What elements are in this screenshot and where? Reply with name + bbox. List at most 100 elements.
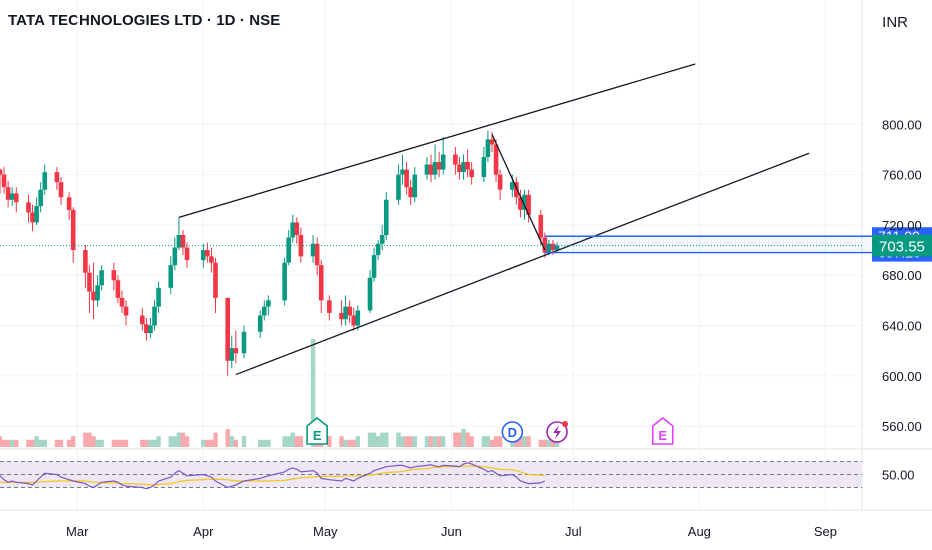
volume-bar <box>489 439 495 447</box>
candle-body <box>115 280 121 298</box>
candle-body <box>424 164 430 175</box>
candle-body <box>26 202 31 213</box>
dividend-marker-icon <box>501 421 524 443</box>
candle-body <box>123 306 129 316</box>
volume-bar <box>5 439 11 447</box>
candle-body <box>290 222 296 238</box>
volume-bar <box>99 439 104 447</box>
candle-body <box>286 237 291 263</box>
candle-body <box>148 325 153 334</box>
volume-bar <box>119 439 125 447</box>
volume-bar <box>481 436 487 447</box>
volume-bar <box>140 439 145 447</box>
volume-bar <box>54 439 60 447</box>
volume-bar <box>453 432 458 447</box>
volume-bar <box>152 439 157 447</box>
volume-bar <box>327 436 332 447</box>
candle-body <box>489 139 495 145</box>
price-tick-label: 720.00 <box>882 218 922 233</box>
candle-body <box>213 262 218 298</box>
candle-body <box>282 262 287 301</box>
price-tick-label: 680.00 <box>882 268 922 283</box>
candle-body <box>453 154 458 165</box>
candle-body <box>42 172 48 190</box>
rsi-level-label: 50.00 <box>882 468 915 483</box>
candle-body <box>412 174 418 198</box>
candle-body <box>229 348 235 361</box>
candle-body <box>343 306 348 320</box>
volume-bar <box>205 439 210 447</box>
volume-bar <box>457 432 462 447</box>
volume-bar <box>0 436 3 447</box>
candle-body <box>266 300 271 307</box>
price-tick-label: 600.00 <box>882 369 922 384</box>
candle-body <box>205 250 210 257</box>
currency-label[interactable]: INR <box>882 14 908 31</box>
level-box: 711.00697.20703.55 <box>0 227 932 262</box>
candle-body <box>70 209 76 251</box>
volume-bar <box>42 439 47 447</box>
candle-body <box>493 144 499 175</box>
price-tick-label: 800.00 <box>882 117 922 132</box>
candle-body <box>554 245 560 251</box>
candle-body <box>261 306 267 316</box>
candle-body <box>522 194 527 210</box>
volume-bar <box>172 436 178 447</box>
volume-bar <box>66 439 72 447</box>
candle-body <box>58 182 64 198</box>
candle-body <box>294 222 300 235</box>
volume-bar <box>225 429 230 447</box>
volume-bar <box>111 439 117 447</box>
volume-bar <box>351 439 356 447</box>
grid-lines <box>0 0 932 511</box>
candle-body <box>339 312 344 320</box>
candle-body <box>34 206 39 223</box>
volume-bar <box>262 439 267 447</box>
candle-body <box>383 199 389 235</box>
candle-body <box>0 169 3 175</box>
volume-bar <box>26 439 31 447</box>
volume-bar <box>428 436 434 447</box>
volume-bar <box>83 432 88 447</box>
volume-bar <box>294 436 300 447</box>
volume-bar <box>156 436 161 447</box>
candle-body <box>233 348 239 354</box>
candle-body <box>461 162 466 173</box>
volume-bar <box>412 436 417 447</box>
trendlines <box>178 63 810 376</box>
volume-bar <box>554 439 560 447</box>
volume-bar <box>375 436 381 447</box>
candle-body <box>428 164 434 175</box>
level-box-fill <box>544 236 932 253</box>
volume-bar <box>168 436 173 447</box>
time-tick-label: Jul <box>565 524 582 539</box>
volume-bar <box>310 339 316 447</box>
volume-bar <box>91 436 96 447</box>
time-tick-label: Apr <box>193 524 214 539</box>
volume-bar <box>380 432 385 447</box>
candle-body <box>400 169 405 175</box>
candle-body <box>327 300 332 313</box>
volume-bar <box>469 436 474 447</box>
candle-body <box>184 247 190 261</box>
candle-body <box>550 243 556 251</box>
candle-body <box>310 243 316 257</box>
volume-bar <box>87 432 92 447</box>
candle-body <box>371 255 377 278</box>
candle-body <box>180 234 186 248</box>
volume-bar <box>485 436 491 447</box>
time-tick-label: Aug <box>688 524 711 539</box>
volume-bar <box>339 436 344 447</box>
candle-body <box>99 270 104 286</box>
candle-body <box>542 237 548 253</box>
volume-bar <box>184 436 190 447</box>
last-price-tag <box>872 234 932 257</box>
candle-body <box>351 315 357 326</box>
volume-bar <box>201 439 206 447</box>
volume-bar <box>367 432 373 447</box>
volume-bar <box>347 439 352 447</box>
candle-body <box>347 306 352 316</box>
volume-bar <box>1 439 7 447</box>
